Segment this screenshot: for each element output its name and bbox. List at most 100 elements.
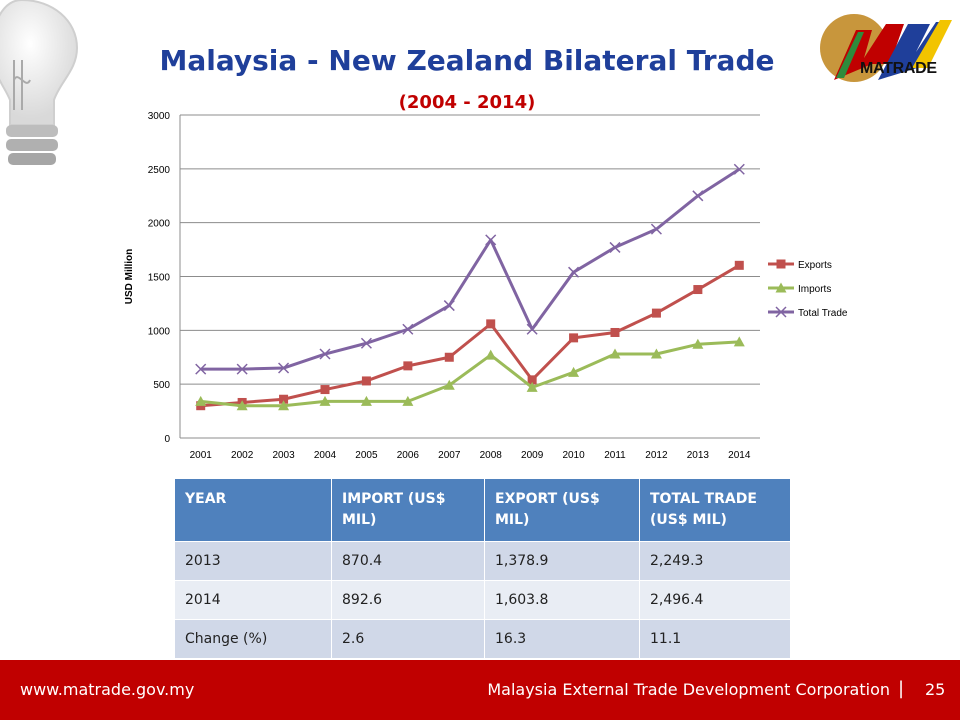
data-point-exports: [527, 375, 537, 385]
y-axis-label: USD Million: [124, 249, 135, 305]
cell-year: Change (%): [175, 619, 332, 658]
data-point-total-trade: [485, 234, 497, 246]
table-header-row: YEAR IMPORT (US$ MIL) EXPORT (US$ MIL) T…: [175, 479, 791, 542]
data-point-imports: [526, 381, 538, 392]
x-tick-label: 2007: [438, 450, 461, 461]
data-point-total-trade: [195, 363, 207, 375]
x-tick-label: 2001: [190, 450, 213, 461]
data-point-imports: [609, 348, 621, 359]
y-tick-label: 2500: [148, 165, 171, 176]
x-tick-label: 2013: [687, 450, 710, 461]
cell-export: 1,603.8: [484, 580, 640, 620]
header-year: YEAR: [175, 479, 332, 542]
data-point-exports: [610, 327, 620, 337]
data-point-exports: [279, 394, 289, 404]
legend-marker-exports: [776, 259, 786, 269]
y-tick-label: 1000: [148, 326, 171, 337]
data-point-total-trade: [692, 190, 704, 202]
cell-export: 16.3: [484, 619, 640, 658]
x-tick-label: 2010: [562, 450, 585, 461]
x-tick-label: 2004: [314, 450, 337, 461]
data-point-exports: [734, 260, 744, 270]
y-tick-label: 2000: [148, 219, 171, 230]
x-tick-label: 2005: [355, 450, 378, 461]
series-line-exports: [200, 264, 741, 408]
y-tick-label: 1500: [148, 273, 171, 284]
data-point-total-trade: [236, 363, 248, 375]
trade-table: YEAR IMPORT (US$ MIL) EXPORT (US$ MIL) T…: [175, 479, 791, 658]
data-point-total-trade: [360, 337, 372, 349]
data-point-total-trade: [526, 323, 538, 335]
data-point-exports: [651, 308, 661, 318]
logo-text: MATRADE: [860, 60, 937, 77]
footer-bar: www.matrade.gov.my Malaysia External Tra…: [0, 660, 960, 720]
footer-organization: Malaysia External Trade Development Corp…: [487, 680, 890, 699]
x-tick-label: 2006: [397, 450, 420, 461]
slide-title: Malaysia - New Zealand Bilateral Trade: [159, 44, 775, 77]
header-export: EXPORT (US$ MIL): [484, 479, 640, 542]
x-tick-label: 2002: [231, 450, 254, 461]
cell-import: 892.6: [331, 580, 485, 620]
data-point-total-trade: [568, 266, 580, 278]
data-point-total-trade: [443, 300, 455, 312]
footer-url-link[interactable]: www.matrade.gov.my: [20, 680, 195, 699]
data-point-imports: [319, 395, 331, 406]
data-point-total-trade: [402, 323, 414, 335]
table-row: Change (%) 2.6 16.3 11.1: [175, 619, 791, 658]
x-tick-label: 2003: [272, 450, 295, 461]
cell-total: 11.1: [639, 619, 791, 658]
cell-year: 2014: [175, 580, 332, 620]
header-total-trade: TOTAL TRADE (US$ MIL): [639, 479, 791, 542]
cell-import: 2.6: [331, 619, 485, 658]
data-point-imports: [236, 400, 248, 411]
data-point-imports: [568, 366, 580, 377]
table-row: 2013 870.4 1,378.9 2,249.3: [175, 541, 791, 581]
cell-export: 1,378.9: [484, 541, 640, 581]
data-point-imports: [692, 338, 704, 349]
data-point-imports: [195, 395, 207, 406]
data-point-imports: [443, 379, 455, 390]
legend-label-imports: Imports: [798, 284, 831, 295]
y-tick-label: 500: [153, 380, 170, 391]
light-bulb-icon: [0, 0, 79, 165]
slide-subtitle: (2004 - 2014): [398, 92, 536, 113]
x-tick-label: 2012: [645, 450, 668, 461]
legend-label-exports: Exports: [798, 260, 832, 271]
data-point-exports: [569, 333, 579, 343]
x-tick-label: 2009: [521, 450, 544, 461]
data-point-exports: [403, 361, 413, 371]
legend-label-total-trade: Total Trade: [798, 308, 848, 319]
data-point-imports: [650, 348, 662, 359]
x-tick-label: 2014: [728, 450, 751, 461]
cell-import: 870.4: [331, 541, 485, 581]
series-line-total-trade: [200, 167, 741, 371]
data-point-imports: [485, 349, 497, 360]
footer-separator: |: [898, 678, 905, 699]
header-import: IMPORT (US$ MIL): [331, 479, 485, 542]
cell-total: 2,496.4: [639, 580, 791, 620]
y-tick-label: 3000: [148, 111, 171, 122]
data-point-exports: [486, 319, 496, 329]
data-point-total-trade: [278, 362, 290, 374]
legend-marker-imports: [775, 282, 787, 293]
matrade-logo: [820, 14, 952, 82]
data-point-imports: [278, 400, 290, 411]
legend-marker-total-trade: [775, 306, 787, 318]
page-number: 25: [925, 680, 946, 699]
cell-total: 2,249.3: [639, 541, 791, 581]
x-tick-label: 2008: [480, 450, 503, 461]
data-point-total-trade: [650, 223, 662, 235]
data-point-imports: [733, 336, 745, 347]
trade-line-chart: 0 500 1000 1500 2000 2500 3000 2001 2002 2003 2004…: [124, 111, 848, 461]
data-point-imports: [402, 395, 414, 406]
data-point-exports: [693, 285, 703, 295]
x-tick-label: 2011: [604, 450, 626, 461]
data-point-total-trade: [733, 163, 745, 175]
data-point-exports: [444, 352, 454, 362]
data-point-exports: [320, 385, 330, 395]
data-point-imports: [360, 395, 372, 406]
data-point-total-trade: [609, 241, 621, 253]
series-line-imports: [200, 340, 740, 408]
y-tick-label: 0: [164, 434, 170, 445]
data-point-total-trade: [319, 348, 331, 360]
